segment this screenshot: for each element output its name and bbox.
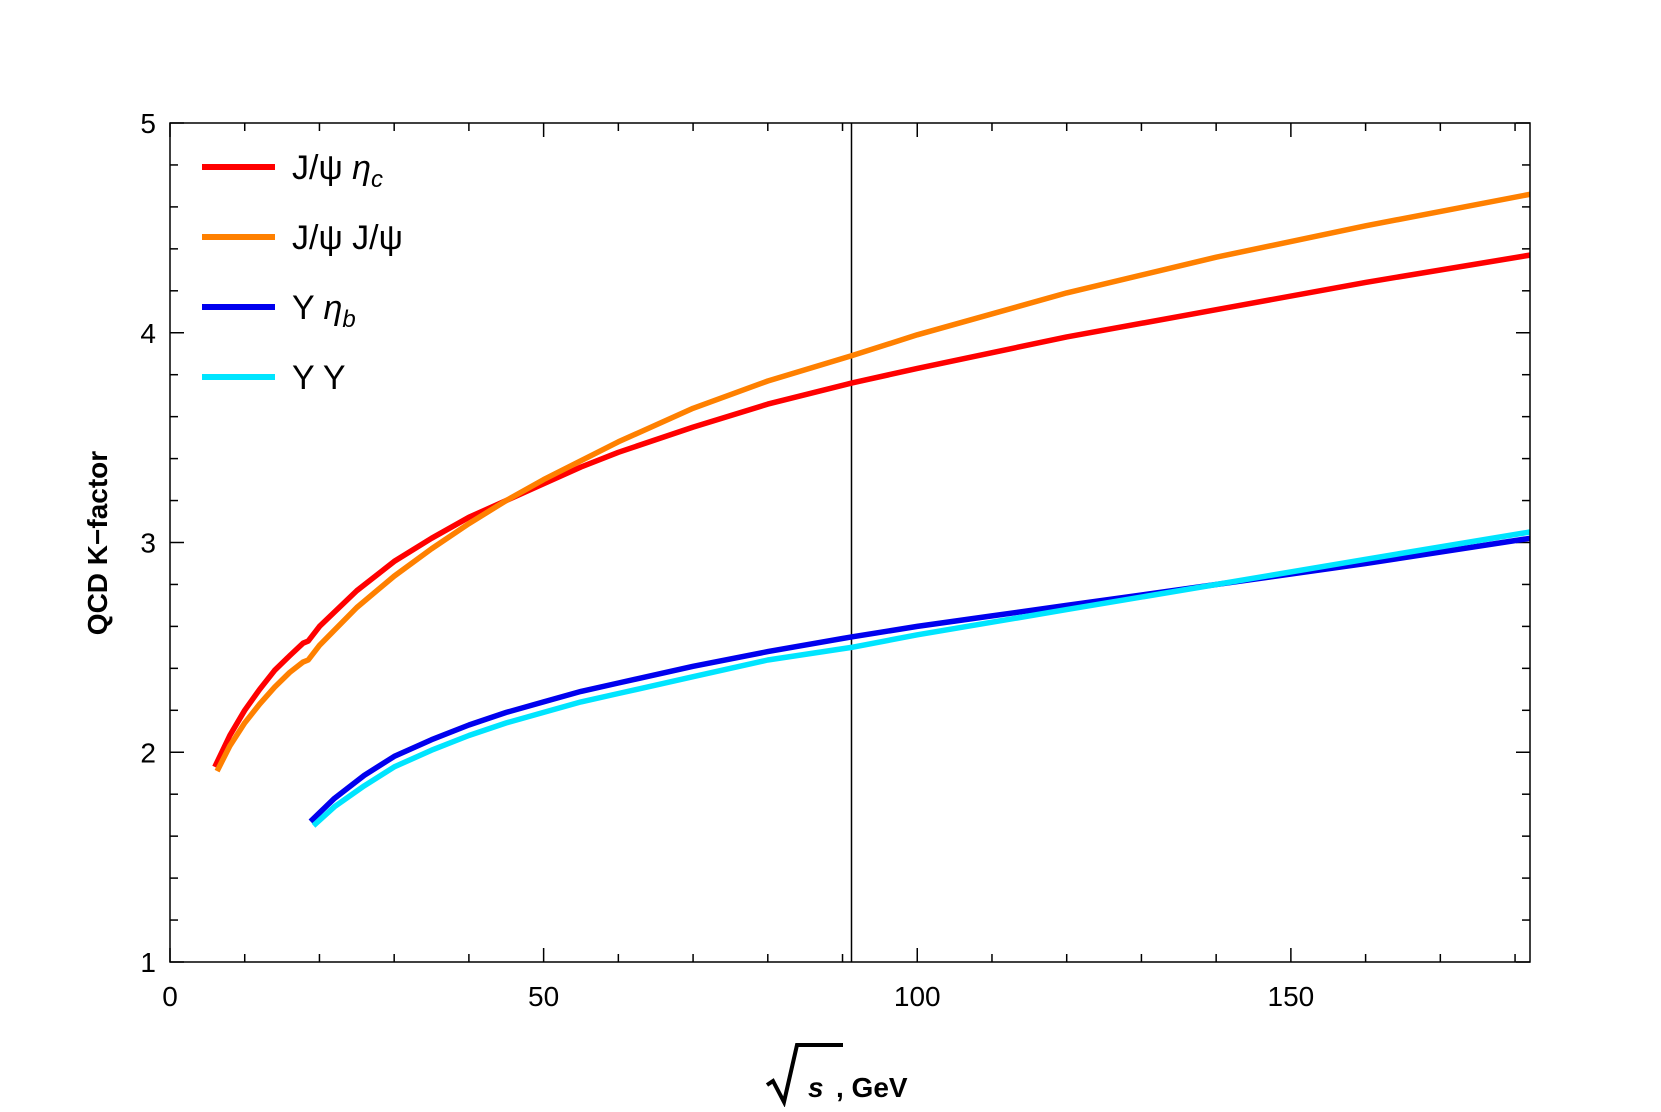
x-tick-label: 0 <box>162 981 178 1012</box>
plot-frame <box>169 122 1531 963</box>
legend-label-3: Y Y <box>292 359 346 397</box>
x-tick-label: 50 <box>528 981 559 1012</box>
legend-label-2: Y ηb <box>292 289 356 333</box>
legend-label-0: J/ψ ηc <box>292 149 383 193</box>
y-tick-label: 5 <box>140 108 156 139</box>
y-axis-title: QCD K−factor <box>82 451 113 635</box>
series-lines <box>212 191 1531 828</box>
x-axis-title: s , GeV <box>765 1043 908 1108</box>
x-axis-title-unit: , GeV <box>836 1072 908 1103</box>
series-line-1 <box>214 191 1531 773</box>
y-tick-label: 1 <box>140 947 156 978</box>
series-line-2 <box>308 535 1531 824</box>
sqrt-symbol-icon <box>765 1043 843 1108</box>
series-line-3 <box>311 529 1531 828</box>
series-line-0 <box>212 252 1531 769</box>
y-tick-label: 4 <box>140 318 156 349</box>
minor-ticks <box>170 123 1530 962</box>
legend: J/ψ ηc J/ψ J/ψ Y ηb Y Y <box>202 149 403 397</box>
x-tick-label: 100 <box>894 981 941 1012</box>
x-tick-label: 150 <box>1268 981 1315 1012</box>
legend-label-1: J/ψ J/ψ <box>292 219 403 257</box>
y-tick-label: 2 <box>140 737 156 768</box>
tick-labels: 0 50 100 150 1 2 3 4 5 <box>140 108 1314 1012</box>
x-axis-title-symbol: s <box>808 1072 824 1103</box>
y-tick-label: 3 <box>140 528 156 559</box>
